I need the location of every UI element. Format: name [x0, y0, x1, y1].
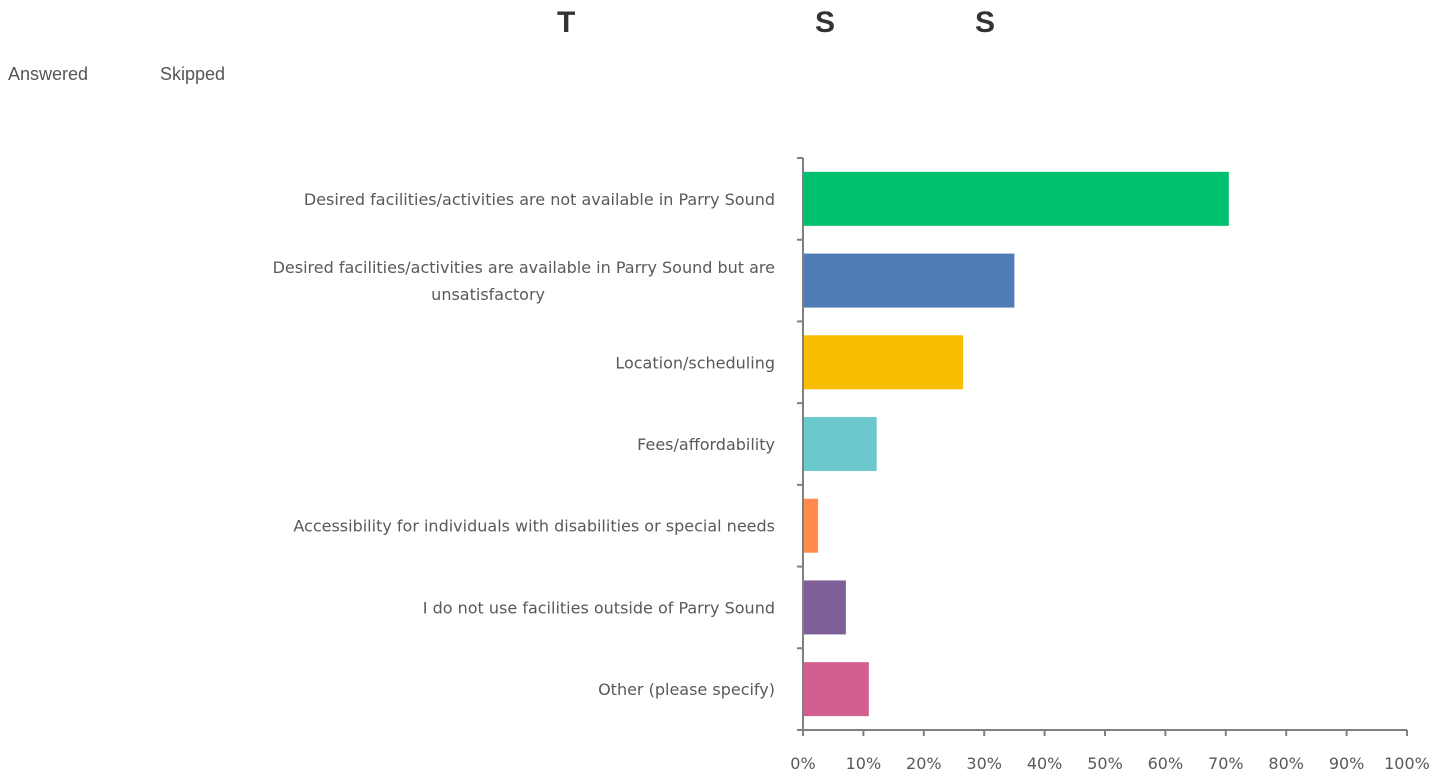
value-tick-label-7: 70%: [1208, 754, 1244, 773]
category-label-5: Accessibility for individuals with disab…: [293, 517, 775, 536]
value-tick-label-5: 50%: [1087, 754, 1123, 773]
value-tick-label-9: 90%: [1329, 754, 1365, 773]
bar-2: [804, 253, 1015, 308]
header-letter-1: T: [557, 6, 576, 39]
value-tick-label-6: 60%: [1148, 754, 1184, 773]
value-tick-label-4: 40%: [1027, 754, 1063, 773]
bar-7: [804, 662, 869, 717]
header-letter-2: S: [815, 6, 836, 39]
category-label-3: Location/scheduling: [615, 353, 775, 372]
category-label-6: I do not use facilities outside of Parry…: [423, 598, 775, 617]
bar-1: [804, 171, 1229, 226]
bar-4: [804, 417, 877, 471]
category-label-1: Desired facilities/activities are not av…: [304, 190, 775, 209]
category-label-7: Other (please specify): [598, 680, 775, 699]
bar-5: [804, 498, 819, 553]
value-tick-label-1: 10%: [846, 754, 882, 773]
category-label-2: Desired facilities/activities are availa…: [273, 258, 775, 304]
category-label-4: Fees/affordability: [637, 435, 775, 454]
skipped-label: Skipped: [160, 64, 226, 84]
value-tick-label-10: 100%: [1384, 754, 1430, 773]
bar-6: [804, 580, 846, 635]
value-tick-label-0: 0%: [790, 754, 815, 773]
bar-3: [804, 335, 964, 390]
answered-label: Answered: [8, 64, 89, 84]
header-letter-3: S: [975, 6, 996, 39]
value-tick-label-3: 30%: [966, 754, 1002, 773]
value-tick-label-8: 80%: [1268, 754, 1304, 773]
value-tick-label-2: 20%: [906, 754, 942, 773]
